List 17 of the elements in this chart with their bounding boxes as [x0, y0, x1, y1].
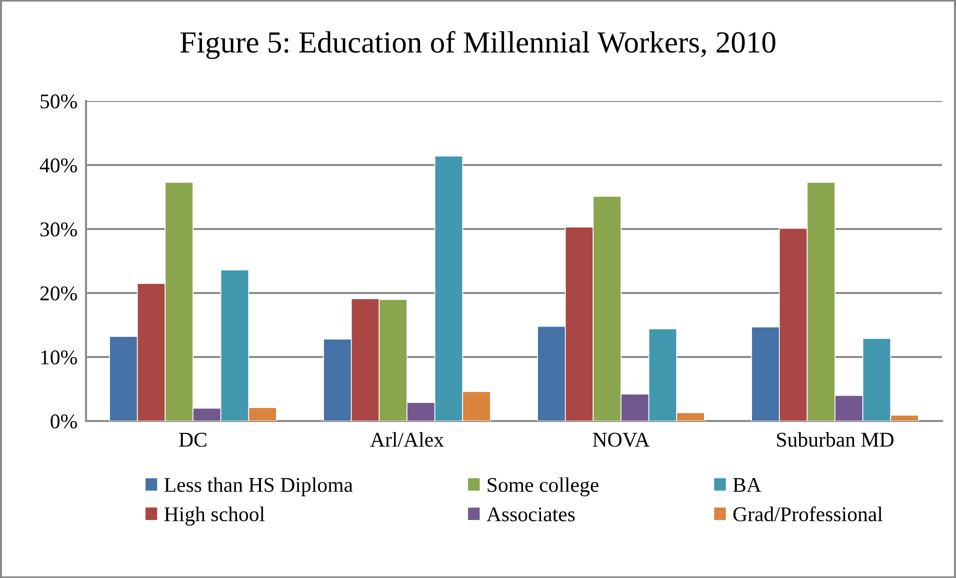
y-tick-label: 0% — [50, 414, 77, 428]
x-tick-label: DC — [179, 432, 206, 447]
legend-label: Some college — [488, 477, 598, 496]
legend-label: Associates — [486, 507, 575, 522]
legend-label: Grad/Professional — [733, 506, 883, 522]
y-tick-label: 30% — [40, 222, 77, 236]
chart-title: Figure 5: Education of Millennial Workers, 2010 — [180, 30, 776, 60]
legend-label: BA — [733, 478, 762, 492]
x-tick-label: Suburban MD — [777, 432, 894, 447]
y-tick-label: 10% — [41, 350, 77, 364]
y-tick-label: 40% — [40, 158, 77, 172]
legend-label: High school — [164, 506, 265, 526]
x-tick-label: NOVA — [592, 432, 650, 447]
legend-label: Less than HS Diploma — [164, 477, 353, 496]
y-tick-label: 20% — [40, 286, 77, 300]
y-tick-label: 50% — [40, 94, 77, 108]
x-tick-label: Arl/Alex — [370, 432, 444, 447]
